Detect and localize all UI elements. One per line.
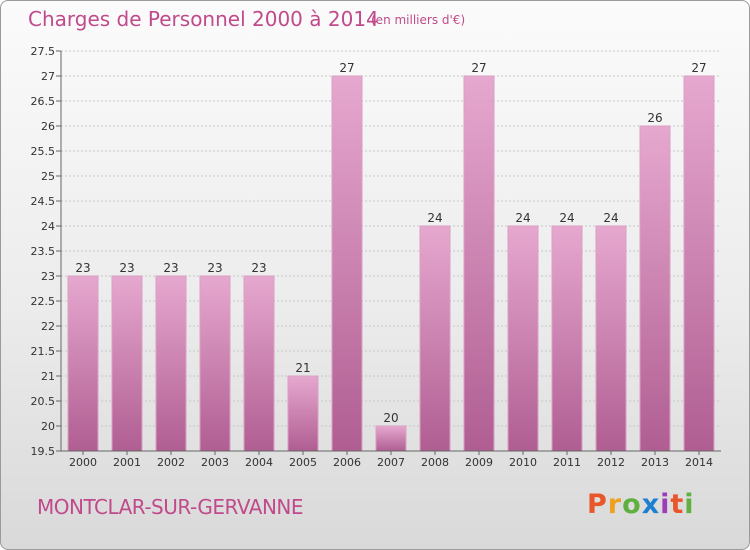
bar-2011 xyxy=(551,225,583,452)
data-label: 27 xyxy=(339,61,354,75)
x-tick-label: 2009 xyxy=(465,456,493,469)
bar-2005 xyxy=(287,375,319,452)
data-label: 23 xyxy=(163,261,178,275)
y-axis-ticks: 19.5 20 20.5 21 21.5 22 22.5 23 23.5 24 24.5 25 25.5… xyxy=(31,45,61,458)
bar-2003 xyxy=(199,275,231,452)
bar-2013 xyxy=(639,125,671,452)
x-tick-label: 2006 xyxy=(333,456,361,469)
bar-2010 xyxy=(507,225,539,452)
y-tick-label: 23 xyxy=(41,270,55,283)
chart-title: Charges de Personnel 2000 à 2014 xyxy=(28,7,379,31)
bar-2001 xyxy=(111,275,143,452)
y-tick-label: 25.5 xyxy=(31,145,56,158)
y-tick-label: 20 xyxy=(41,420,55,433)
y-tick-label: 21.5 xyxy=(31,345,56,358)
x-tick-label: 2004 xyxy=(245,456,273,469)
x-tick-label: 2010 xyxy=(509,456,537,469)
y-tick-label: 20.5 xyxy=(31,395,56,408)
bar-2002 xyxy=(155,275,187,452)
y-tick-label: 27 xyxy=(41,70,55,83)
data-label: 24 xyxy=(427,211,442,225)
data-label: 21 xyxy=(295,361,310,375)
x-tick-label: 2007 xyxy=(377,456,405,469)
x-tick-label: 2005 xyxy=(289,456,317,469)
logo-letter: i xyxy=(684,489,695,520)
bar-2004 xyxy=(243,275,275,452)
logo-letter: t xyxy=(670,489,685,520)
data-label: 27 xyxy=(471,61,486,75)
bar-2008 xyxy=(419,225,451,452)
y-tick-label: 22 xyxy=(41,320,55,333)
bar-2006 xyxy=(331,75,363,452)
y-tick-label: 22.5 xyxy=(31,295,56,308)
data-label: 23 xyxy=(119,261,134,275)
bar-2000 xyxy=(67,275,99,452)
x-tick-label: 2008 xyxy=(421,456,449,469)
bar-2007 xyxy=(375,425,407,452)
x-tick-label: 2013 xyxy=(641,456,669,469)
x-tick-label: 2000 xyxy=(69,456,97,469)
data-label: 24 xyxy=(515,211,530,225)
chart-subtitle: (en milliers d'€) xyxy=(371,13,466,27)
x-tick-label: 2002 xyxy=(157,456,185,469)
y-tick-label: 25 xyxy=(41,170,55,183)
proxiti-logo: Proxiti xyxy=(587,489,695,520)
data-label: 24 xyxy=(603,211,618,225)
data-labels: 23 23 23 23 23 21 27 20 24 27 24 24 24 26 27 xyxy=(75,61,706,425)
data-label: 23 xyxy=(75,261,90,275)
x-tick-label: 2003 xyxy=(201,456,229,469)
y-tick-label: 26.5 xyxy=(31,95,56,108)
logo-letter: o xyxy=(622,489,642,520)
data-label: 26 xyxy=(647,111,662,125)
logo-letter: P xyxy=(587,489,608,520)
bar-2014 xyxy=(683,75,715,452)
x-axis-ticks: 2000 2001 2002 2003 2004 2005 2006 2007 2008 2009… xyxy=(69,451,713,469)
x-tick-label: 2012 xyxy=(597,456,625,469)
y-tick-label: 26 xyxy=(41,120,55,133)
data-label: 24 xyxy=(559,211,574,225)
commune-name: MONTCLAR-SUR-GERVANNE xyxy=(37,495,304,519)
bar-2009 xyxy=(463,75,495,452)
data-label: 23 xyxy=(251,261,266,275)
y-tick-label: 27.5 xyxy=(31,45,56,58)
y-tick-label: 24.5 xyxy=(31,195,56,208)
data-label: 23 xyxy=(207,261,222,275)
x-tick-label: 2011 xyxy=(553,456,581,469)
x-tick-label: 2014 xyxy=(685,456,713,469)
y-tick-label: 24 xyxy=(41,220,55,233)
x-tick-label: 2001 xyxy=(113,456,141,469)
axes xyxy=(60,51,721,452)
bars xyxy=(67,75,715,452)
y-tick-label: 21 xyxy=(41,370,55,383)
logo-letter: i xyxy=(660,489,671,520)
logo-letter: x xyxy=(641,489,661,520)
data-label: 20 xyxy=(383,411,398,425)
y-tick-label: 23.5 xyxy=(31,245,56,258)
logo-letter: r xyxy=(607,489,623,520)
y-tick-label: 19.5 xyxy=(31,445,56,458)
bar-2012 xyxy=(595,225,627,452)
data-label: 27 xyxy=(691,61,706,75)
